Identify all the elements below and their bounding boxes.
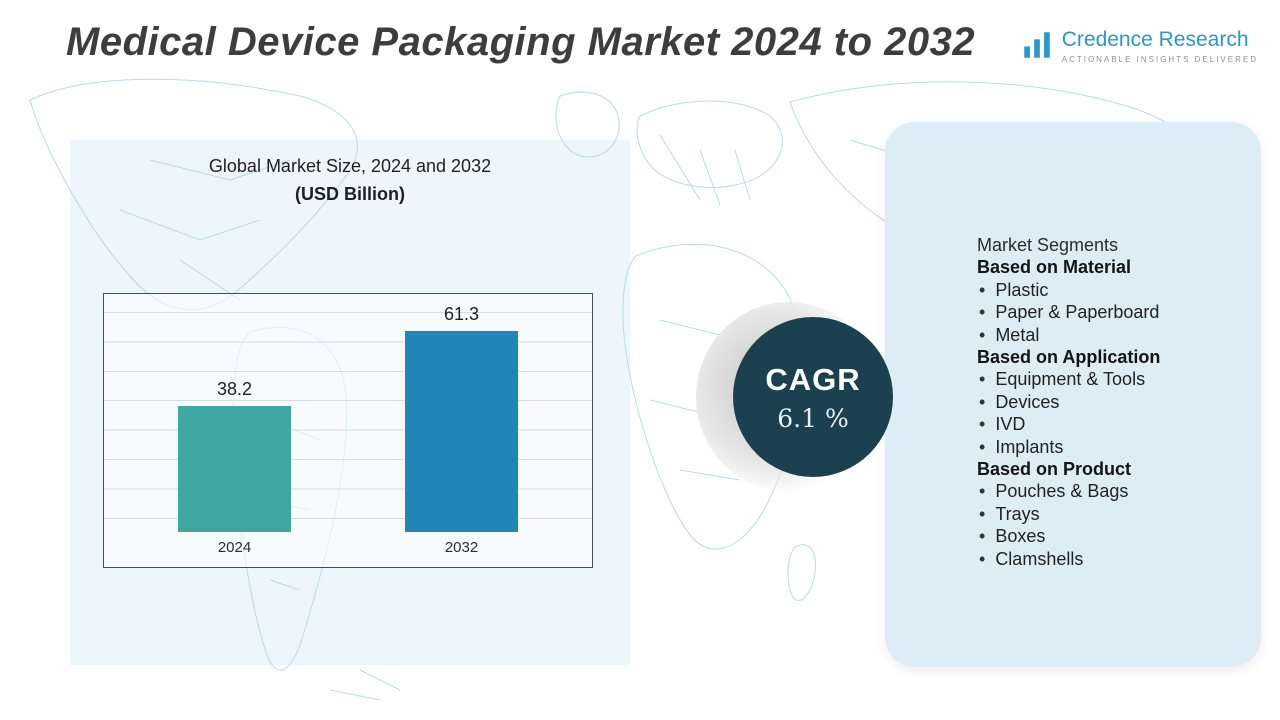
segment-item: Implants [977, 436, 1243, 458]
chart-heading-line2: (USD Billion) [295, 184, 405, 204]
bar [405, 331, 518, 532]
segment-item: Trays [977, 503, 1243, 525]
bar-category-label: 2032 [444, 539, 479, 556]
bar-group: 61.3 2032 [405, 304, 518, 556]
page-title: Medical Device Packaging Market 2024 to … [66, 20, 976, 64]
segment-item: IVD [977, 413, 1243, 435]
logo-tagline: ACTIONABLE INSIGHTS DELIVERED [1061, 55, 1258, 64]
segment-item: Metal [977, 324, 1243, 346]
bar-value-label: 61.3 [443, 304, 480, 324]
bar-value-label: 38.2 [216, 379, 253, 399]
logo-name: Credence Research [1061, 28, 1249, 51]
segment-heading: Based on Material [977, 257, 1132, 278]
bar [178, 406, 291, 532]
cagr-label: CAGR [765, 361, 861, 397]
chart-heading-line1: Global Market Size, 2024 and 2032 [208, 156, 492, 176]
bar-group: 38.2 2024 [178, 379, 291, 556]
segment-item: Clamshells [977, 548, 1243, 570]
bar-chart: 38.2 2024 61.3 2032 [103, 293, 593, 568]
cagr-value: 6.1 % [777, 403, 849, 433]
segment-heading: Based on Application [977, 347, 1161, 368]
segment-item: Devices [977, 391, 1243, 413]
segment-item: Plastic [977, 279, 1243, 301]
bar-category-label: 2024 [217, 539, 252, 556]
segment-item: Paper & Paperboard [977, 301, 1243, 323]
market-segments-panel: Market Segments Based on Material Plasti… [885, 122, 1261, 667]
credence-research-logo: Credence Research ACTIONABLE INSIGHTS DE… [1020, 28, 1258, 64]
cagr-badge: CAGR 6.1 % [733, 317, 893, 477]
segment-item: Pouches & Bags [977, 480, 1243, 502]
chart-heading: Global Market Size, 2024 and 2032 (USD B… [100, 156, 600, 205]
segment-item: Equipment & Tools [977, 368, 1243, 390]
segments-title: Market Segments [977, 235, 1119, 255]
segment-heading: Based on Product [977, 459, 1132, 480]
segment-item: Boxes [977, 525, 1243, 547]
bar-chart-logo-icon [1023, 32, 1050, 58]
